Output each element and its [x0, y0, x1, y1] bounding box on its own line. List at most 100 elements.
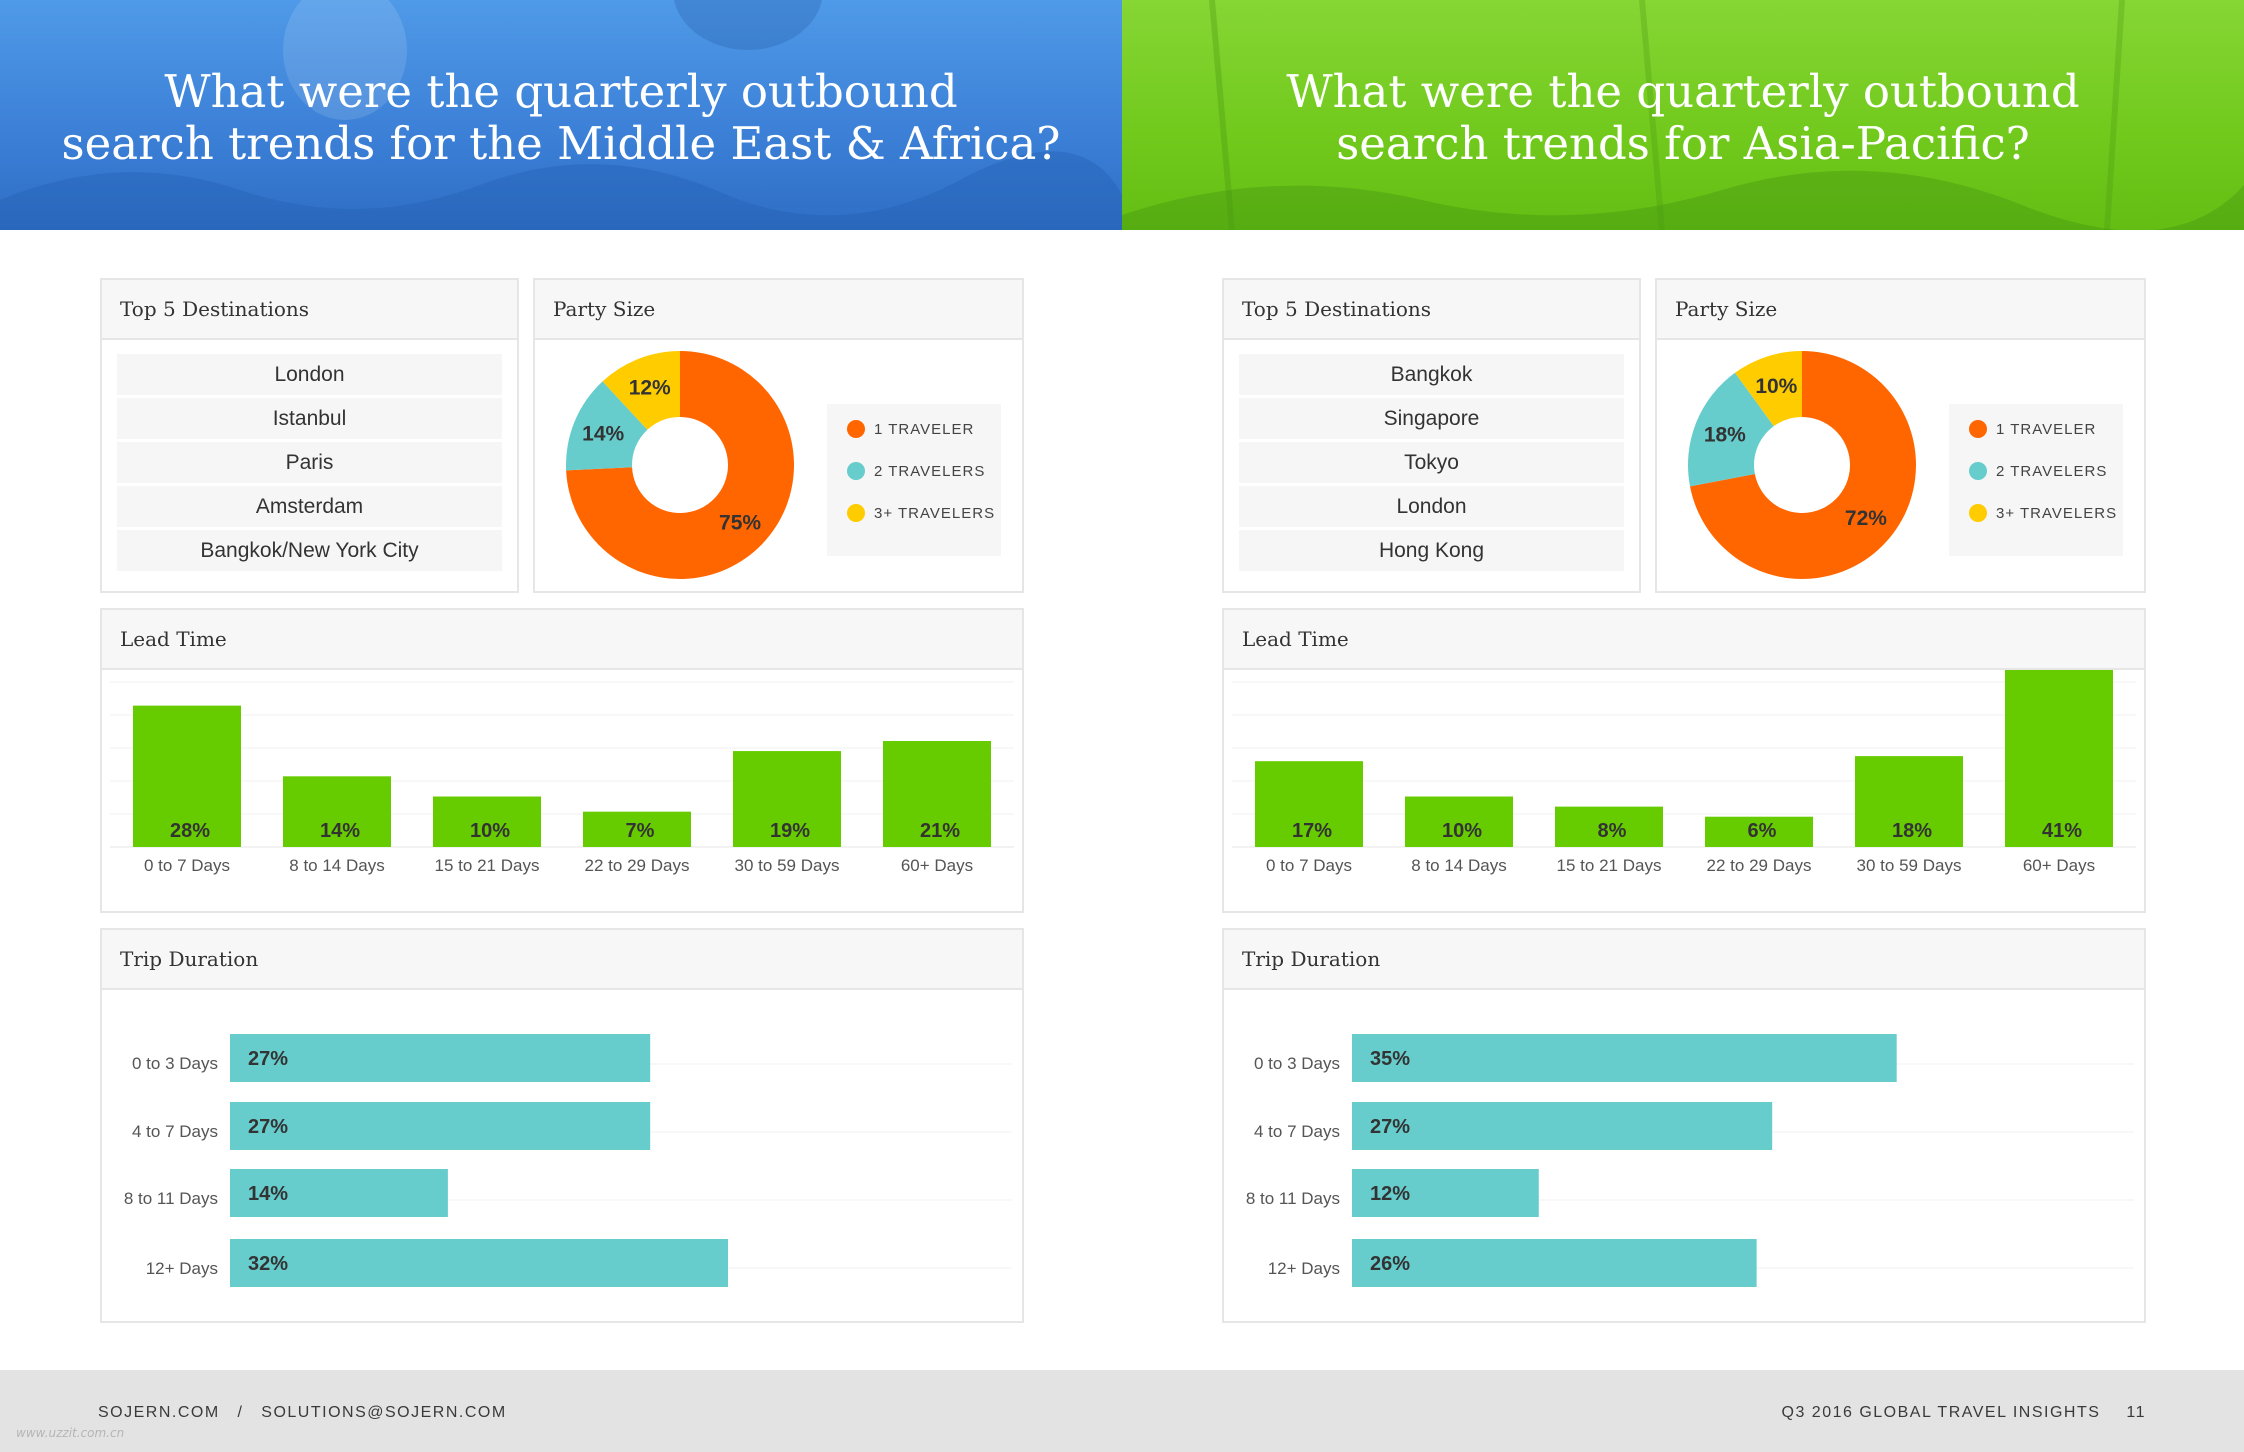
legend-item: 3+ TRAVELERS — [1969, 504, 2123, 546]
panel-asia-pacific: Top 5 Destinations Bangkok Singapore Tok… — [1122, 0, 2244, 1370]
lead-time-card: Lead Time 17% 0 to 7 Days 10% 8 to 14 Days 8… — [1222, 608, 2146, 913]
data-label: 10% — [1755, 375, 1797, 398]
bar — [1405, 796, 1513, 847]
card-title: Party Size — [535, 280, 1022, 340]
trip-duration-card: Trip Duration 35% 0 to 3 Days 27% 4 to 7 Da… — [1222, 928, 2146, 1323]
tick-label: 15 to 21 Days — [1557, 856, 1662, 875]
data-label: 10% — [470, 820, 510, 842]
bar — [1352, 1239, 1757, 1287]
hero-banner-middle-east-africa: What were the quarterly outbound search … — [0, 0, 1122, 230]
list-item: Tokyo — [1239, 442, 1624, 483]
destinations-list: Bangkok Singapore Tokyo London Hong Kong — [1239, 354, 1624, 574]
trip-duration-bar-chart: 35% 0 to 3 Days 27% 4 to 7 Days 12% 8 to 11 D… — [1246, 1034, 2134, 1287]
legend-item: 3+ TRAVELERS — [847, 504, 1001, 546]
tick-label: 60+ Days — [2023, 856, 2095, 875]
card-title: Top 5 Destinations — [102, 280, 517, 340]
card-title: Top 5 Destinations — [1224, 280, 1639, 340]
tick-label: 12+ Days — [1268, 1259, 1340, 1278]
party-size-legend: 1 TRAVELER 2 TRAVELERS 3+ TRAVELERS — [827, 404, 1001, 556]
top-destinations-card: Top 5 Destinations London Istanbul Paris… — [100, 278, 519, 593]
tick-label: 12+ Days — [146, 1259, 218, 1278]
list-item: London — [1239, 486, 1624, 527]
data-label: 27% — [1370, 1116, 1410, 1138]
list-item: London — [117, 354, 502, 395]
bar — [230, 1239, 728, 1287]
list-item: Hong Kong — [1239, 530, 1624, 571]
data-label: 28% — [170, 820, 210, 842]
trip-duration-bar-chart: 27% 0 to 3 Days 27% 4 to 7 Days 14% 8 to 11 D… — [124, 1034, 1012, 1287]
data-label: 27% — [248, 1116, 288, 1138]
bar — [1705, 816, 1813, 847]
list-item: Bangkok — [1239, 354, 1624, 395]
destinations-list: London Istanbul Paris Amsterdam Bangkok/… — [117, 354, 502, 574]
hero-banner-asia-pacific: What were the quarterly outbound search … — [1122, 0, 2244, 230]
data-label: 26% — [1370, 1253, 1410, 1275]
bar — [1555, 806, 1663, 847]
tick-label: 30 to 59 Days — [735, 856, 840, 875]
data-label: 41% — [2042, 820, 2082, 842]
bar — [1255, 761, 1363, 847]
bar — [133, 705, 241, 847]
party-size-donut-chart: 75% 14%12% — [566, 351, 794, 579]
tick-label: 8 to 14 Days — [289, 856, 384, 875]
list-item: Paris — [117, 442, 502, 483]
panel-middle-east-africa: Top 5 Destinations London Istanbul Paris… — [0, 0, 1122, 1370]
data-label: 14% — [320, 820, 360, 842]
list-item: Istanbul — [117, 398, 502, 439]
pie-slice — [1690, 351, 1916, 579]
palm-tree-background-image — [1122, 0, 2244, 230]
data-label: 18% — [1704, 423, 1746, 446]
hero-title-right: What were the quarterly outbound search … — [1286, 65, 2080, 170]
tick-label: 0 to 3 Days — [132, 1054, 218, 1073]
tick-label: 0 to 7 Days — [1266, 856, 1352, 875]
data-label: 75% — [719, 511, 761, 534]
orange-dot-icon — [847, 420, 865, 438]
legend-item: 1 TRAVELER — [1969, 420, 2123, 462]
card-title: Trip Duration — [1224, 930, 2144, 990]
tick-label: 0 to 3 Days — [1254, 1054, 1340, 1073]
bar — [230, 1034, 651, 1082]
list-item: Singapore — [1239, 398, 1624, 439]
data-label: 21% — [920, 820, 960, 842]
tick-label: 22 to 29 Days — [1707, 856, 1812, 875]
tick-label: 8 to 11 Days — [1246, 1189, 1340, 1208]
list-item: Amsterdam — [117, 486, 502, 527]
bar — [883, 740, 991, 847]
tick-label: 4 to 7 Days — [132, 1122, 218, 1141]
lead-time-bar-chart: 17% 0 to 7 Days 10% 8 to 14 Days 8% 15 to 21 … — [1232, 670, 2136, 875]
data-label: 19% — [770, 820, 810, 842]
data-label: 8% — [1598, 820, 1627, 842]
data-label: 32% — [248, 1253, 288, 1275]
legend-item: 2 TRAVELERS — [847, 462, 1001, 504]
list-item: Bangkok/New York City — [117, 530, 502, 571]
data-label: 14% — [582, 423, 624, 446]
balloon-background-image — [0, 0, 1122, 230]
data-label: 27% — [248, 1048, 288, 1070]
hero-title-left: What were the quarterly outbound search … — [61, 65, 1061, 170]
trip-duration-card: Trip Duration 27% 0 to 3 Days 27% 4 to 7 Da… — [100, 928, 1024, 1323]
legend-item: 1 TRAVELER — [847, 420, 1001, 462]
tick-label: 15 to 21 Days — [435, 856, 540, 875]
data-label: 18% — [1892, 820, 1932, 842]
bar — [433, 796, 541, 847]
tick-label: 22 to 29 Days — [585, 856, 690, 875]
party-size-legend: 1 TRAVELER 2 TRAVELERS 3+ TRAVELERS — [1949, 404, 2123, 556]
bar — [1352, 1034, 1897, 1082]
bar — [283, 776, 391, 847]
tick-label: 4 to 7 Days — [1254, 1122, 1340, 1141]
data-label: 35% — [1370, 1048, 1410, 1070]
tick-label: 8 to 14 Days — [1411, 856, 1506, 875]
teal-dot-icon — [1969, 462, 1987, 480]
bar — [230, 1102, 651, 1150]
legend-item: 2 TRAVELERS — [1969, 462, 2123, 504]
bar — [1352, 1102, 1773, 1150]
page-footer: SOJERN.COM / SOLUTIONS@SOJERN.COM Q3 201… — [0, 1370, 2244, 1452]
data-label: 17% — [1292, 820, 1332, 842]
data-label: 6% — [1748, 820, 1777, 842]
pie-slice — [602, 351, 680, 430]
data-label: 10% — [1442, 820, 1482, 842]
lead-time-card: Lead Time 28% 0 to 7 Days 14% 8 to 14 Days 1… — [100, 608, 1024, 913]
bar — [733, 751, 841, 847]
tick-label: 60+ Days — [901, 856, 973, 875]
lead-time-bar-chart: 28% 0 to 7 Days 14% 8 to 14 Days 10% 15 to 21… — [110, 681, 1014, 875]
